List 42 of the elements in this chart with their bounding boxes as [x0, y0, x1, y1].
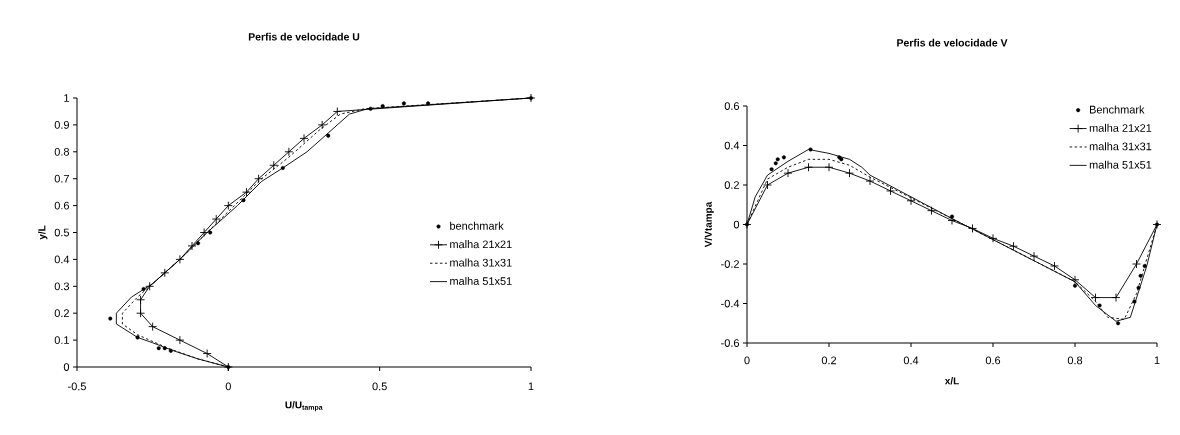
- legend-label: malha 31x31: [1089, 142, 1152, 151]
- x-tick-label: 0.6: [985, 356, 1001, 365]
- legend-label: malha 21x21: [1089, 123, 1152, 132]
- y-tick-label: 0.1: [54, 336, 69, 344]
- x-tick-label: 1: [528, 382, 534, 391]
- x-tick-label: 1: [1154, 356, 1160, 365]
- y-tick-label: 0: [733, 220, 740, 229]
- y-tick-label: 0.6: [724, 102, 740, 110]
- y-tick-label: 0.3: [54, 282, 70, 291]
- x-tick-label: -0.5: [68, 382, 86, 391]
- y-tick-label: 0: [63, 363, 70, 371]
- legend-label: benchmark: [450, 221, 504, 230]
- y-tick-label: 0.9: [54, 121, 69, 129]
- x-axis-title: U/U$_{tampa}$: [285, 401, 323, 412]
- y-tick-label: 0.4: [724, 141, 740, 150]
- legend-label: malha 21x21: [450, 240, 512, 249]
- y-tick-label: 0.2: [54, 309, 69, 318]
- x-tick-label: 0: [225, 382, 231, 391]
- chart-title: Perfis de velocidade V: [897, 38, 1008, 47]
- x-tick-label: 0.2: [821, 356, 837, 365]
- legend-label: malha 51x51: [450, 276, 512, 285]
- y-tick-label: 0.8: [54, 147, 70, 156]
- y-tick-label: 1: [64, 94, 69, 102]
- x-tick-label: 0: [744, 356, 750, 365]
- y-axis-title: V/Vtampa: [704, 201, 714, 248]
- chart-title: Perfis de velocidade U: [248, 32, 360, 41]
- y-tick-label: 0.6: [54, 201, 70, 210]
- y-tick-label: 0.5: [54, 228, 70, 237]
- x-tick-label: 0.8: [1067, 356, 1083, 365]
- x-axis-title: x/L: [944, 377, 959, 385]
- legend-label: malha 31x31: [450, 258, 512, 267]
- y-tick-label: -0.4: [721, 299, 740, 308]
- y-tick-label: -0.6: [721, 339, 740, 347]
- y-tick-label: 0.2: [724, 181, 739, 189]
- legend-label: malha 51x51: [1089, 160, 1152, 169]
- y-tick-label: -0.2: [721, 260, 739, 268]
- y-axis-title: y/L: [38, 225, 48, 240]
- y-tick-label: 0.4: [54, 255, 70, 264]
- x-tick-label: 0.4: [903, 356, 919, 365]
- x-tick-label: 0.5: [372, 382, 387, 391]
- y-tick-label: 0.7: [54, 174, 69, 183]
- legend-label: Benchmark: [1089, 105, 1145, 114]
